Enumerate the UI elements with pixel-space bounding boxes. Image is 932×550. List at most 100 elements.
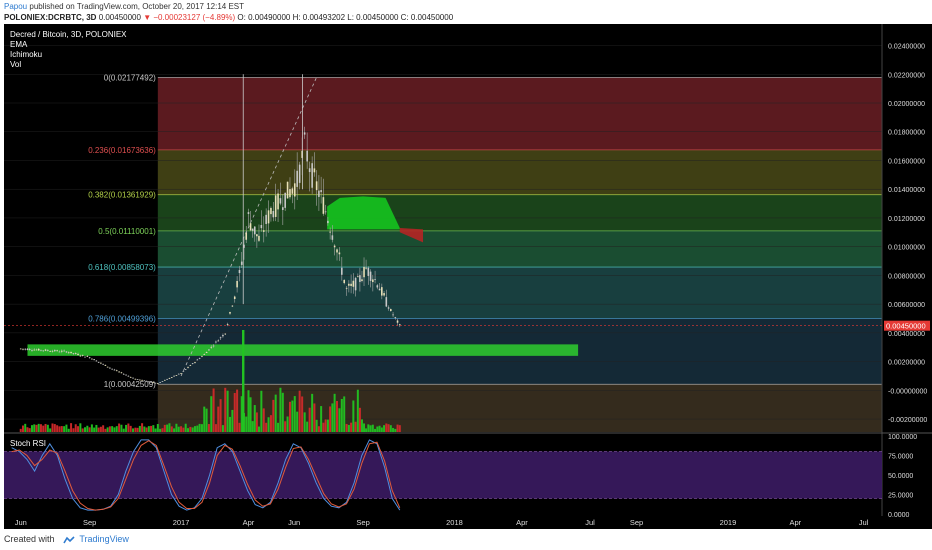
volume-bar [387,424,390,432]
volume-bar [394,428,397,432]
candle-body [322,197,325,214]
volume-bar [392,427,395,432]
tradingview-brand[interactable]: TradingView [79,534,129,544]
volume-bar [306,421,309,432]
candle-body [374,278,376,280]
volume-bar [338,408,341,432]
rsi-tick-label-4: 0.0000 [888,512,910,519]
volume-bar [365,428,368,432]
candle-body [247,212,250,214]
candle-body [253,226,256,235]
candle-body [396,320,399,323]
volume-bar [291,400,294,432]
legend-vol[interactable]: Vol [10,60,22,69]
volume-bar [247,390,250,432]
volume-bar [236,389,239,432]
candle-body [303,132,306,135]
x-tick-label-12: Jul [859,518,869,527]
volume-bar [345,423,348,432]
candle-body [24,348,27,350]
candle-body [86,356,89,357]
fib-label-2: 0.382(0.01361929) [88,191,156,200]
volume-bar [115,426,118,432]
volume-bar [127,423,130,432]
chart-area[interactable]: 0(0.02177492) 0.236(0.01673636) 0.382(0.01… [4,24,932,529]
y-tick-label-10: 0.00400000 [888,331,925,338]
candle-body [217,340,220,342]
fib-zone-3 [157,230,882,268]
volume-bar [217,406,220,432]
candle-body [293,183,296,197]
candle-body [26,348,29,350]
candle-body [284,192,286,208]
candle-body [350,283,352,286]
candle-body [141,379,143,381]
volume-bar [79,423,82,432]
last-price-label: 0.00450000 [886,322,926,331]
volume-bar [311,393,314,432]
volume-bar [184,423,187,432]
candle-body [79,355,82,357]
candle-body [109,367,111,369]
volume-bar [74,424,77,432]
candle-body [367,267,370,276]
fib-label-6: 1(0.00042509) [104,380,156,389]
candle-body [72,353,75,354]
published-text: published on TradingView.com, October 20… [29,2,245,11]
y-tick-label-5: 0.01400000 [888,187,925,194]
legend-ema[interactable]: EMA [10,40,28,49]
volume-bar [161,428,164,432]
volume-bar [262,408,265,432]
x-tick-label-3: Apr [243,518,255,527]
fib-label-4: 0.618(0.00858073) [88,263,156,272]
candle-body [222,335,224,337]
volume-bar [77,426,80,432]
candle-body [270,207,272,215]
volume-bar [122,428,125,432]
candle-body [238,270,241,274]
candle-body [282,207,284,210]
volume-bar [173,428,176,432]
x-tick-label-1: Sep [83,518,96,527]
y-tick-label-13: -0.00200000 [888,417,927,424]
volume-bar [356,389,359,432]
candle-body [152,382,155,384]
volume-bar [168,423,171,432]
candle-body [91,358,93,360]
x-tick-label-11: Apr [790,518,802,527]
volume-bar [198,423,201,432]
candle-body [187,367,189,368]
chart-svg[interactable]: 0(0.02177492) 0.236(0.01673636) 0.382(0.01… [4,24,932,529]
volume-bar [88,427,91,432]
candle-body [125,374,127,376]
candle-body [37,348,40,351]
candle-body [74,353,77,354]
volume-bar [86,425,89,432]
volume-bar [249,397,252,432]
volume-bar [63,426,66,432]
volume-bar [378,425,381,432]
volume-bar [383,425,386,432]
candle-body [177,373,180,375]
tradingview-logo-icon [63,536,75,544]
volume-bar [203,406,206,432]
volume-bar [21,425,24,432]
volume-bar [170,426,173,432]
candle-body [272,210,275,218]
candle-body [229,312,231,314]
candle-body [357,276,359,278]
volume-bar [166,424,169,432]
x-tick-label-7: Apr [516,518,528,527]
candle-body [296,170,298,187]
legend-ichimoku[interactable]: Ichimoku [10,50,43,59]
volume-bar [265,422,268,432]
fib-label-1: 0.236(0.01673636) [88,146,156,155]
candle-body [102,363,104,365]
author-link[interactable]: Papou [4,2,28,11]
candle-body [363,266,365,278]
candle-body [338,252,341,255]
candle-body [35,349,38,351]
volume-bar [134,427,137,432]
volume-bar [84,427,87,432]
candle-body [28,348,31,350]
